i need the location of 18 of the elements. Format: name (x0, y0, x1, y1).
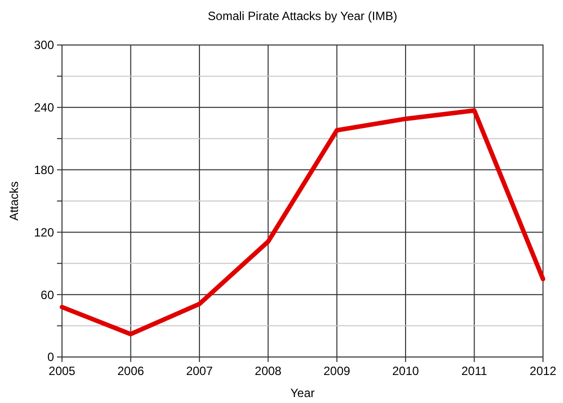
y-tick-label: 120 (34, 225, 54, 240)
x-tick-label: 2012 (530, 364, 557, 378)
x-tick-label: 2007 (186, 364, 214, 378)
y-tick-label: 240 (34, 100, 54, 115)
x-tick-label: 2008 (254, 364, 282, 378)
chart-title: Somali Pirate Attacks by Year (IMB) (208, 9, 398, 23)
y-tick-label: 300 (34, 38, 54, 52)
x-tick-label: 2006 (117, 364, 144, 378)
line-series (60, 108, 546, 336)
x-axis-title: Year (290, 386, 315, 400)
x-tick-label: 2010 (392, 364, 420, 378)
x-tick-label: 2009 (324, 364, 351, 378)
x-tick-label: 2011 (461, 364, 488, 378)
x-tick-label: 2005 (48, 364, 76, 378)
y-tick-label: 180 (34, 163, 54, 177)
y-axis-title: Attacks (7, 181, 21, 221)
y-tick-label: 0 (47, 350, 54, 364)
y-tick-label: 60 (40, 288, 54, 302)
